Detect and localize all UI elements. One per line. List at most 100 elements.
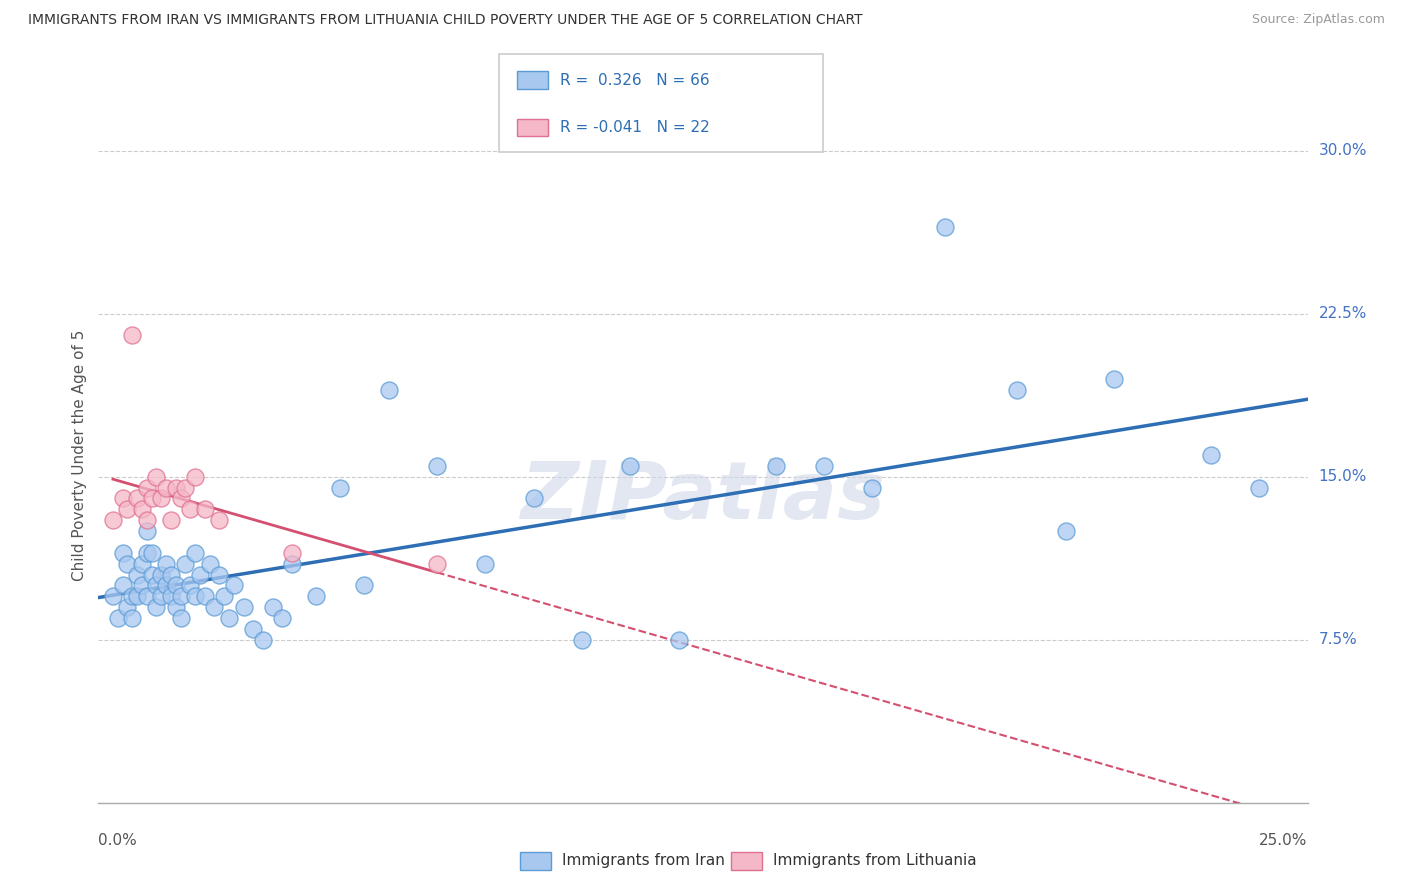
Point	[426, 557, 449, 571]
Point	[204, 600, 226, 615]
Point	[141, 546, 163, 560]
Point	[329, 481, 352, 495]
Y-axis label: Child Poverty Under the Age of 5: Child Poverty Under the Age of 5	[72, 329, 87, 581]
Point	[179, 578, 201, 592]
Point	[111, 578, 134, 592]
Text: IMMIGRANTS FROM IRAN VS IMMIGRANTS FROM LITHUANIA CHILD POVERTY UNDER THE AGE OF: IMMIGRANTS FROM IRAN VS IMMIGRANTS FROM …	[28, 13, 863, 28]
Point	[131, 502, 153, 516]
Point	[474, 557, 496, 571]
Point	[252, 632, 274, 647]
Point	[150, 589, 173, 603]
Point	[145, 600, 167, 615]
Point	[1199, 448, 1222, 462]
Point	[571, 632, 593, 647]
Point	[765, 458, 787, 473]
Point	[184, 546, 207, 560]
Point	[198, 557, 221, 571]
Point	[165, 600, 187, 615]
Point	[160, 513, 183, 527]
Point	[619, 458, 641, 473]
Point	[155, 557, 177, 571]
Text: 7.5%: 7.5%	[1319, 632, 1357, 648]
Point	[208, 513, 231, 527]
Point	[101, 589, 124, 603]
Point	[127, 567, 149, 582]
Point	[934, 219, 956, 234]
Point	[117, 502, 139, 516]
Point	[135, 524, 157, 538]
Point	[160, 567, 183, 582]
Point	[262, 600, 284, 615]
Point	[165, 481, 187, 495]
Point	[194, 589, 217, 603]
Point	[121, 611, 143, 625]
Point	[242, 622, 264, 636]
Point	[188, 567, 211, 582]
Text: 30.0%: 30.0%	[1319, 143, 1367, 158]
Point	[353, 578, 375, 592]
Point	[150, 567, 173, 582]
Point	[1007, 383, 1029, 397]
Point	[218, 611, 240, 625]
Text: 15.0%: 15.0%	[1319, 469, 1367, 484]
Point	[141, 491, 163, 506]
Text: R = -0.041   N = 22: R = -0.041 N = 22	[560, 120, 710, 135]
Point	[135, 513, 157, 527]
Point	[141, 567, 163, 582]
Point	[155, 578, 177, 592]
Point	[117, 600, 139, 615]
Point	[111, 546, 134, 560]
Point	[281, 557, 304, 571]
Point	[131, 578, 153, 592]
Point	[111, 491, 134, 506]
Point	[377, 383, 399, 397]
Text: 0.0%: 0.0%	[98, 833, 138, 848]
Text: R =  0.326   N = 66: R = 0.326 N = 66	[560, 73, 709, 87]
Point	[813, 458, 835, 473]
Point	[1249, 481, 1271, 495]
Point	[150, 491, 173, 506]
Point	[135, 589, 157, 603]
Point	[860, 481, 883, 495]
Point	[208, 567, 231, 582]
Point	[179, 502, 201, 516]
Point	[117, 557, 139, 571]
Point	[155, 481, 177, 495]
Point	[281, 546, 304, 560]
Point	[135, 546, 157, 560]
Point	[121, 589, 143, 603]
Point	[426, 458, 449, 473]
Text: ZIPatlas: ZIPatlas	[520, 458, 886, 536]
Point	[305, 589, 328, 603]
Point	[222, 578, 245, 592]
Text: 22.5%: 22.5%	[1319, 306, 1367, 321]
Point	[160, 589, 183, 603]
Point	[174, 481, 197, 495]
Point	[174, 557, 197, 571]
Point	[145, 469, 167, 483]
Point	[165, 578, 187, 592]
Text: 25.0%: 25.0%	[1260, 833, 1308, 848]
Point	[184, 589, 207, 603]
Point	[127, 491, 149, 506]
Text: Immigrants from Iran: Immigrants from Iran	[562, 854, 725, 868]
Point	[184, 469, 207, 483]
Point	[135, 481, 157, 495]
Text: Source: ZipAtlas.com: Source: ZipAtlas.com	[1251, 13, 1385, 27]
Point	[169, 611, 191, 625]
Point	[1054, 524, 1077, 538]
Point	[271, 611, 294, 625]
Point	[194, 502, 217, 516]
Text: Immigrants from Lithuania: Immigrants from Lithuania	[773, 854, 977, 868]
Point	[121, 328, 143, 343]
Point	[232, 600, 254, 615]
Point	[127, 589, 149, 603]
Point	[145, 578, 167, 592]
Point	[668, 632, 690, 647]
Point	[169, 589, 191, 603]
Point	[107, 611, 129, 625]
Point	[1102, 372, 1125, 386]
Point	[169, 491, 191, 506]
Point	[212, 589, 235, 603]
Point	[523, 491, 546, 506]
